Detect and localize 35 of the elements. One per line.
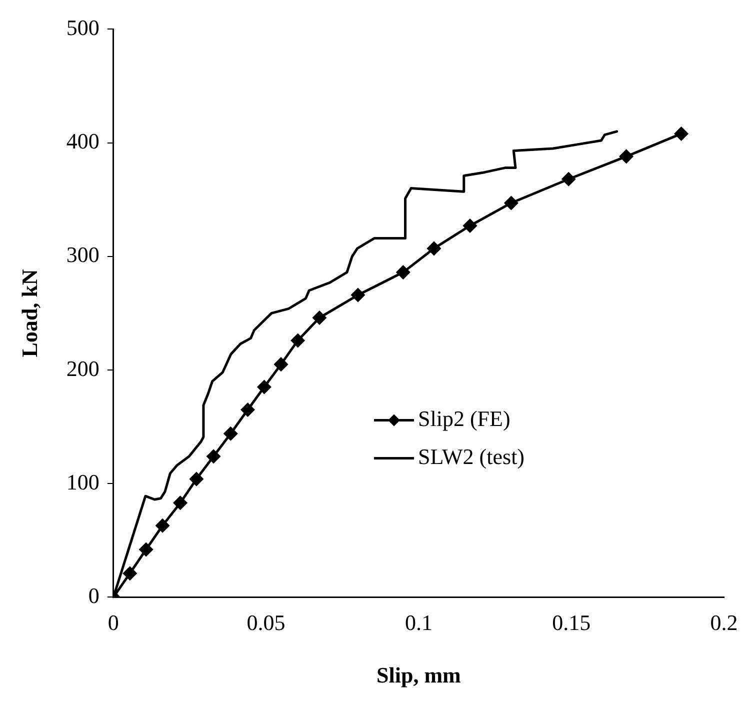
point — [620, 150, 634, 164]
x-tick-label: 0 — [108, 610, 119, 636]
point — [257, 380, 271, 394]
x-tick-label: 0.2 — [710, 610, 738, 636]
point — [190, 472, 204, 486]
point — [274, 358, 288, 372]
y-tick-label: 300 — [66, 242, 100, 268]
point — [463, 218, 477, 232]
y-axis-title: Load, kN — [16, 269, 42, 358]
point — [139, 542, 153, 556]
point — [174, 496, 188, 510]
point — [156, 518, 170, 532]
legend-label: SLW2 (test) — [418, 444, 525, 469]
point — [504, 196, 518, 210]
point — [427, 242, 441, 256]
legend-label: Slip2 (FE) — [418, 406, 510, 431]
y-tick-label: 400 — [66, 128, 100, 154]
y-tick-label: 200 — [66, 356, 100, 381]
point — [562, 172, 576, 186]
point — [123, 566, 137, 580]
x-axis-title: Slip, mm — [376, 662, 461, 688]
x-tick-label: 0.05 — [246, 610, 286, 636]
x-tick-label: 0.15 — [552, 610, 591, 636]
y-tick-label: 100 — [66, 469, 100, 494]
point — [206, 450, 220, 464]
y-tick-label: 0 — [88, 582, 100, 608]
point — [312, 310, 326, 324]
point — [351, 288, 365, 302]
y-tick-label: 500 — [66, 14, 100, 40]
point — [396, 266, 410, 280]
point — [240, 403, 254, 417]
point — [291, 334, 305, 348]
point — [674, 126, 688, 140]
x-tick-label: 0.1 — [404, 610, 432, 636]
point — [224, 426, 238, 440]
